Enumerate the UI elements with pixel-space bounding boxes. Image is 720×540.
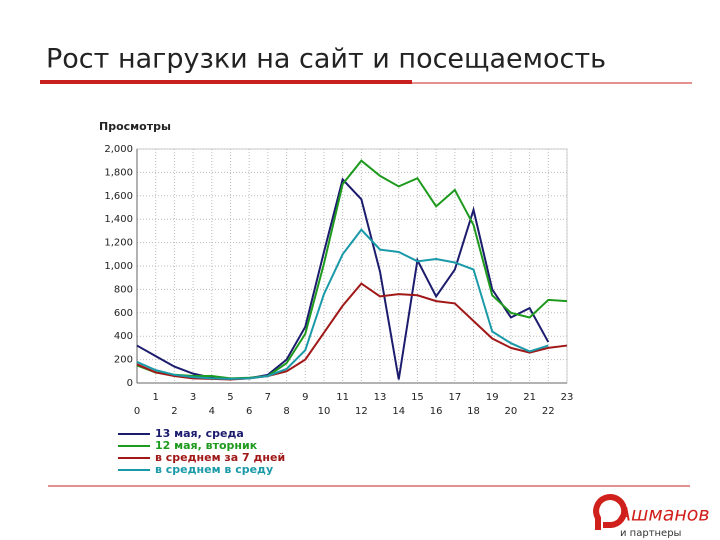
y-tick-label: 1,200 (104, 238, 133, 249)
y-tick-label: 400 (114, 331, 133, 342)
logo-name: Ашманов (616, 504, 710, 526)
x-tick-label: 8 (283, 406, 289, 417)
x-tick-label: 13 (374, 392, 387, 403)
x-tick-label: 0 (134, 406, 140, 417)
legend-label: 12 мая, вторник (155, 439, 258, 452)
legend-label: 13 мая, среда (155, 427, 244, 440)
x-tick-label: 14 (392, 406, 405, 417)
legend-label: в среднем за 7 дней (155, 451, 285, 464)
y-axis-title: Просмотры (99, 120, 171, 133)
logo: Ашманов и партнеры (593, 494, 710, 539)
x-tick-label: 3 (190, 392, 196, 403)
x-tick-label: 1 (153, 392, 159, 403)
x-tick-label: 20 (505, 406, 518, 417)
logo-tagline: и партнеры (620, 528, 681, 539)
series-line (136, 282, 568, 381)
series-line (136, 159, 568, 380)
x-tick-label: 19 (486, 392, 499, 403)
y-tick-label: 1,600 (104, 191, 133, 202)
slide-title: Рост нагрузки на сайт и посещаемость (46, 44, 606, 75)
y-tick-label: 1,000 (104, 261, 133, 272)
x-tick-label: 18 (467, 406, 480, 417)
x-tick-label: 6 (246, 406, 252, 417)
x-tick-label: 23 (561, 392, 574, 403)
x-tick-label: 5 (227, 392, 233, 403)
x-tick-label: 11 (336, 392, 349, 403)
x-tick-label: 17 (448, 392, 461, 403)
logo-mark (593, 494, 628, 530)
y-tick-label: 1,400 (104, 214, 133, 225)
y-tick-label: 600 (114, 308, 133, 319)
x-tick-label: 9 (302, 392, 308, 403)
y-tick-label: 1,800 (104, 167, 133, 178)
title-accent (40, 80, 412, 84)
x-tick-label: 12 (355, 406, 368, 417)
x-tick-label: 10 (318, 406, 331, 417)
y-tick-label: 0 (127, 378, 133, 389)
x-tick-label: 21 (523, 392, 536, 403)
x-tick-label: 2 (171, 406, 177, 417)
y-tick-label: 800 (114, 284, 133, 295)
y-tick-label: 200 (114, 355, 133, 366)
x-tick-label: 4 (209, 406, 215, 417)
x-tick-label: 7 (265, 392, 271, 403)
legend-label: в среднем в среду (155, 463, 273, 476)
plot-frame (136, 148, 568, 384)
series-line (136, 228, 549, 380)
x-tick-label: 16 (430, 406, 443, 417)
x-tick-label: 15 (411, 392, 424, 403)
x-tick-label: 22 (542, 406, 555, 417)
y-tick-label: 2,000 (104, 144, 133, 155)
